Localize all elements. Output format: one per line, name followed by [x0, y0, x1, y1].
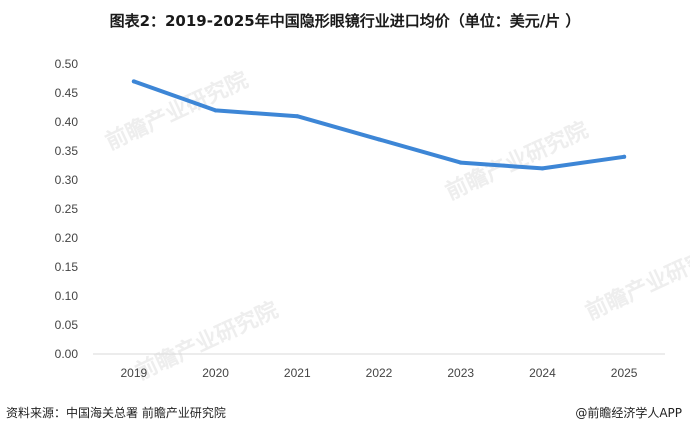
y-tick-label: 0.30 [55, 173, 79, 187]
y-tick-label: 0.45 [55, 86, 79, 100]
data-point [458, 160, 463, 165]
x-tick-label: 2020 [202, 366, 229, 380]
x-tick-label: 2022 [366, 366, 393, 380]
source-note: 资料来源：中国海关总署 前瞻产业研究院 [6, 406, 226, 420]
brand-credit: @前瞻经济学人APP [575, 406, 682, 420]
y-tick-label: 0.10 [55, 289, 79, 303]
watermark-text: 前瞻产业研究院 [582, 237, 690, 326]
data-point [295, 114, 300, 119]
x-tick-label: 2025 [611, 366, 638, 380]
chart-title: 图表2：2019-2025年中国隐形眼镜行业进口均价（单位：美元/片 ） [109, 12, 581, 30]
data-point [131, 79, 136, 84]
y-tick-label: 0.15 [55, 260, 79, 274]
x-tick-label: 2019 [121, 366, 148, 380]
data-point [377, 137, 381, 142]
data-point [213, 108, 218, 113]
y-tick-label: 0.35 [55, 144, 79, 158]
y-tick-label: 0.00 [55, 347, 79, 361]
y-tick-label: 0.25 [55, 202, 79, 216]
series-points [131, 79, 627, 171]
y-tick-label: 0.40 [55, 115, 79, 129]
y-tick-label: 0.20 [55, 231, 79, 245]
x-tick-label: 2021 [284, 366, 311, 380]
x-tick-label: 2024 [529, 366, 556, 380]
x-tick-label: 2023 [447, 366, 474, 380]
y-tick-label: 0.05 [55, 318, 79, 332]
x-axis-ticks: 2019 2020 2021 2022 2023 2024 2025 [121, 366, 638, 380]
data-point [622, 154, 627, 159]
y-tick-label: 0.50 [55, 57, 79, 71]
data-point [540, 166, 545, 171]
y-axis-ticks: 0.00 0.05 0.10 0.15 0.20 0.25 0.30 0.35 0.40 0.45… [55, 57, 79, 361]
watermark-group: 前瞻产业研究院 前瞻产业研究院 前瞻产业研究院 前瞻产业研究院 [102, 67, 690, 386]
